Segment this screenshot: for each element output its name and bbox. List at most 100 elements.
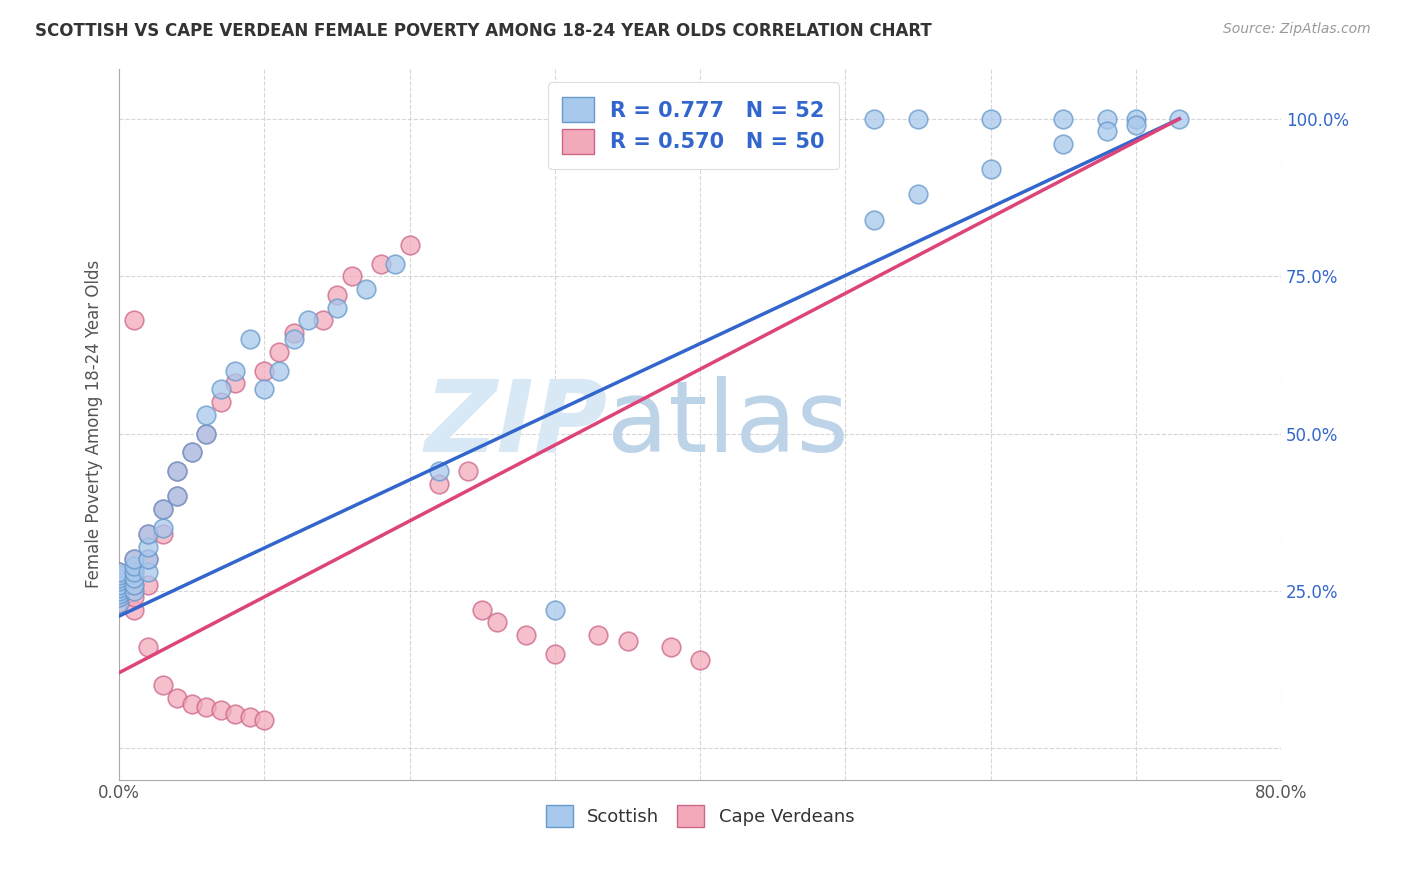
Point: [108, 568, 131, 582]
Point: [166, 464, 188, 478]
Y-axis label: Female Poverty Among 18-24 Year Olds: Female Poverty Among 18-24 Year Olds: [86, 260, 103, 588]
Point: [326, 288, 349, 302]
Point: [166, 490, 188, 504]
Point: [907, 112, 929, 126]
Point: [122, 583, 145, 598]
Point: [122, 565, 145, 579]
Point: [1095, 112, 1118, 126]
Point: [122, 571, 145, 585]
Point: [108, 577, 131, 591]
Point: [108, 581, 131, 595]
Point: [166, 490, 188, 504]
Point: [108, 577, 131, 591]
Point: [267, 344, 290, 359]
Point: [122, 552, 145, 566]
Point: [108, 587, 131, 601]
Text: Source: ZipAtlas.com: Source: ZipAtlas.com: [1223, 22, 1371, 37]
Point: [136, 577, 159, 591]
Point: [136, 552, 159, 566]
Point: [122, 558, 145, 573]
Point: [253, 713, 276, 727]
Point: [863, 112, 886, 126]
Point: [122, 565, 145, 579]
Point: [907, 187, 929, 202]
Point: [108, 571, 131, 585]
Point: [166, 464, 188, 478]
Point: [659, 640, 682, 655]
Point: [122, 577, 145, 591]
Point: [122, 603, 145, 617]
Point: [485, 615, 508, 630]
Point: [122, 577, 145, 591]
Point: [152, 502, 174, 516]
Point: [283, 332, 305, 346]
Point: [122, 552, 145, 566]
Point: [195, 700, 218, 714]
Point: [122, 590, 145, 604]
Point: [616, 634, 638, 648]
Point: [689, 653, 711, 667]
Point: [515, 628, 537, 642]
Point: [267, 363, 290, 377]
Point: [136, 527, 159, 541]
Point: [108, 565, 131, 579]
Point: [253, 363, 276, 377]
Point: [136, 527, 159, 541]
Point: [457, 464, 479, 478]
Point: [195, 426, 218, 441]
Point: [1125, 118, 1147, 132]
Point: [384, 257, 406, 271]
Point: [544, 603, 567, 617]
Point: [108, 590, 131, 604]
Point: [209, 703, 232, 717]
Point: [398, 237, 420, 252]
Point: [180, 445, 202, 459]
Point: [180, 697, 202, 711]
Point: [239, 332, 262, 346]
Point: [1125, 112, 1147, 126]
Point: [544, 647, 567, 661]
Point: [471, 603, 494, 617]
Point: [980, 162, 1002, 177]
Point: [588, 628, 610, 642]
Point: [122, 313, 145, 327]
Point: [136, 565, 159, 579]
Point: [224, 363, 246, 377]
Point: [427, 476, 450, 491]
Point: [108, 590, 131, 604]
Point: [253, 383, 276, 397]
Point: [108, 596, 131, 610]
Point: [108, 583, 131, 598]
Text: ZIP: ZIP: [425, 376, 607, 473]
Point: [1052, 112, 1074, 126]
Point: [108, 583, 131, 598]
Point: [1168, 112, 1191, 126]
Point: [863, 212, 886, 227]
Legend: Scottish, Cape Verdeans: Scottish, Cape Verdeans: [538, 798, 862, 835]
Point: [108, 596, 131, 610]
Text: atlas: atlas: [607, 376, 849, 473]
Point: [152, 527, 174, 541]
Point: [108, 565, 131, 579]
Point: [180, 445, 202, 459]
Point: [136, 540, 159, 554]
Point: [340, 269, 363, 284]
Point: [209, 395, 232, 409]
Point: [311, 313, 333, 327]
Point: [224, 376, 246, 391]
Point: [980, 112, 1002, 126]
Point: [152, 678, 174, 692]
Point: [209, 383, 232, 397]
Point: [152, 521, 174, 535]
Point: [108, 571, 131, 585]
Point: [224, 706, 246, 721]
Point: [370, 257, 392, 271]
Point: [136, 552, 159, 566]
Point: [1095, 124, 1118, 138]
Point: [354, 282, 377, 296]
Point: [239, 709, 262, 723]
Point: [427, 464, 450, 478]
Point: [195, 408, 218, 422]
Point: [108, 574, 131, 589]
Point: [166, 690, 188, 705]
